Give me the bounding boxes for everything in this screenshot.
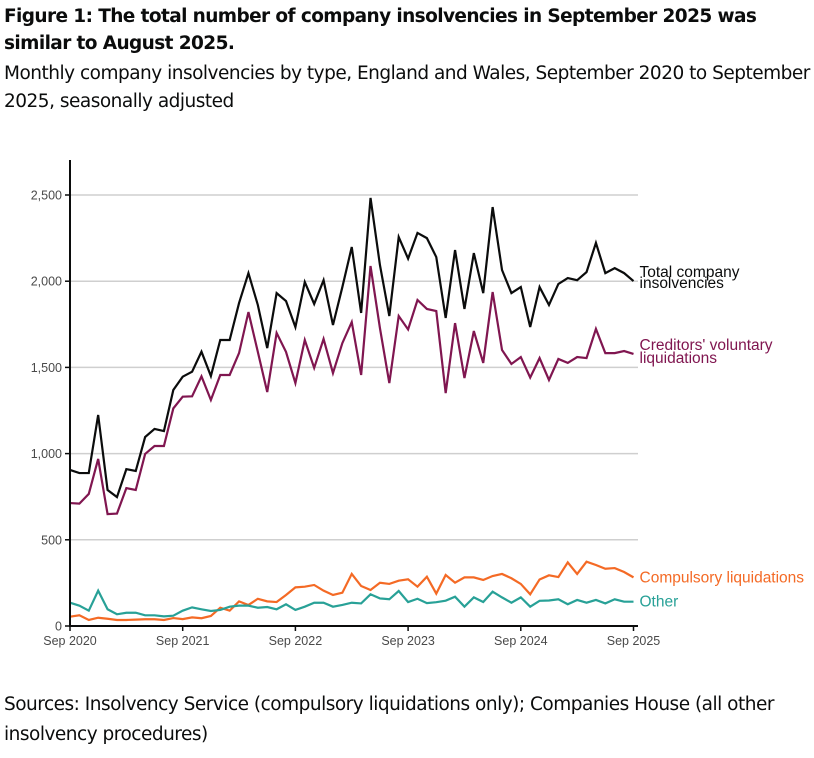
y-tick-label: 500 [41, 533, 62, 547]
series-label-total-company-insolvencies: Total company insolvencies [640, 264, 740, 292]
series-line-total-company-insolvencies [69, 197, 635, 499]
series-label-line: insolvencies [640, 275, 725, 292]
series-label-line: Compulsory liquidations [640, 569, 805, 586]
y-tick-label: 2,500 [31, 189, 62, 203]
figure-title: Figure 1: The total number of company in… [4, 6, 757, 54]
series-line-creditors-voluntary-liquidations [69, 265, 634, 516]
y-tick-label: 0 [55, 620, 62, 634]
x-tick-label: Sep 2020 [43, 634, 97, 648]
series-label-other: Other [640, 594, 679, 611]
y-tick-label: 1,000 [31, 447, 62, 461]
y-tick-label: 2,000 [31, 275, 62, 289]
series-label-compulsory-liquidations: Compulsory liquidations [640, 569, 805, 586]
series-line-other [69, 588, 634, 618]
series-label-line: liquidations [640, 350, 718, 367]
series-label-line: Creditors' voluntary [640, 337, 773, 354]
y-axis-ticks: 0 500 1,000 1,500 2,000 2,500 [31, 189, 70, 634]
series-label-line: Total company [640, 264, 740, 281]
x-tick-label: Sep 2025 [607, 634, 661, 648]
series-label-line: Other [640, 594, 679, 611]
series-lines [69, 197, 635, 622]
figure-subtitle: Monthly company insolvencies by type, En… [4, 63, 810, 112]
y-tick-label: 1,500 [31, 361, 62, 375]
x-axis-ticks: Sep 2020 Sep 2021 Sep 2022 Sep 2023 Sep 2024… [43, 626, 660, 648]
x-tick-label: Sep 2023 [381, 634, 435, 648]
x-tick-label: Sep 2022 [269, 634, 323, 648]
sources-note: Sources: Insolvency Service (compulsory … [4, 694, 774, 745]
gridlines [70, 194, 638, 541]
series-labels: Total company insolvencies Creditors' volu… [640, 264, 805, 611]
series-label-creditors-voluntary-liquidations: Creditors' voluntary liquidations [640, 337, 773, 367]
series-line-compulsory-liquidations [69, 560, 635, 622]
x-tick-label: Sep 2021 [156, 634, 210, 648]
x-tick-label: Sep 2024 [494, 634, 548, 648]
